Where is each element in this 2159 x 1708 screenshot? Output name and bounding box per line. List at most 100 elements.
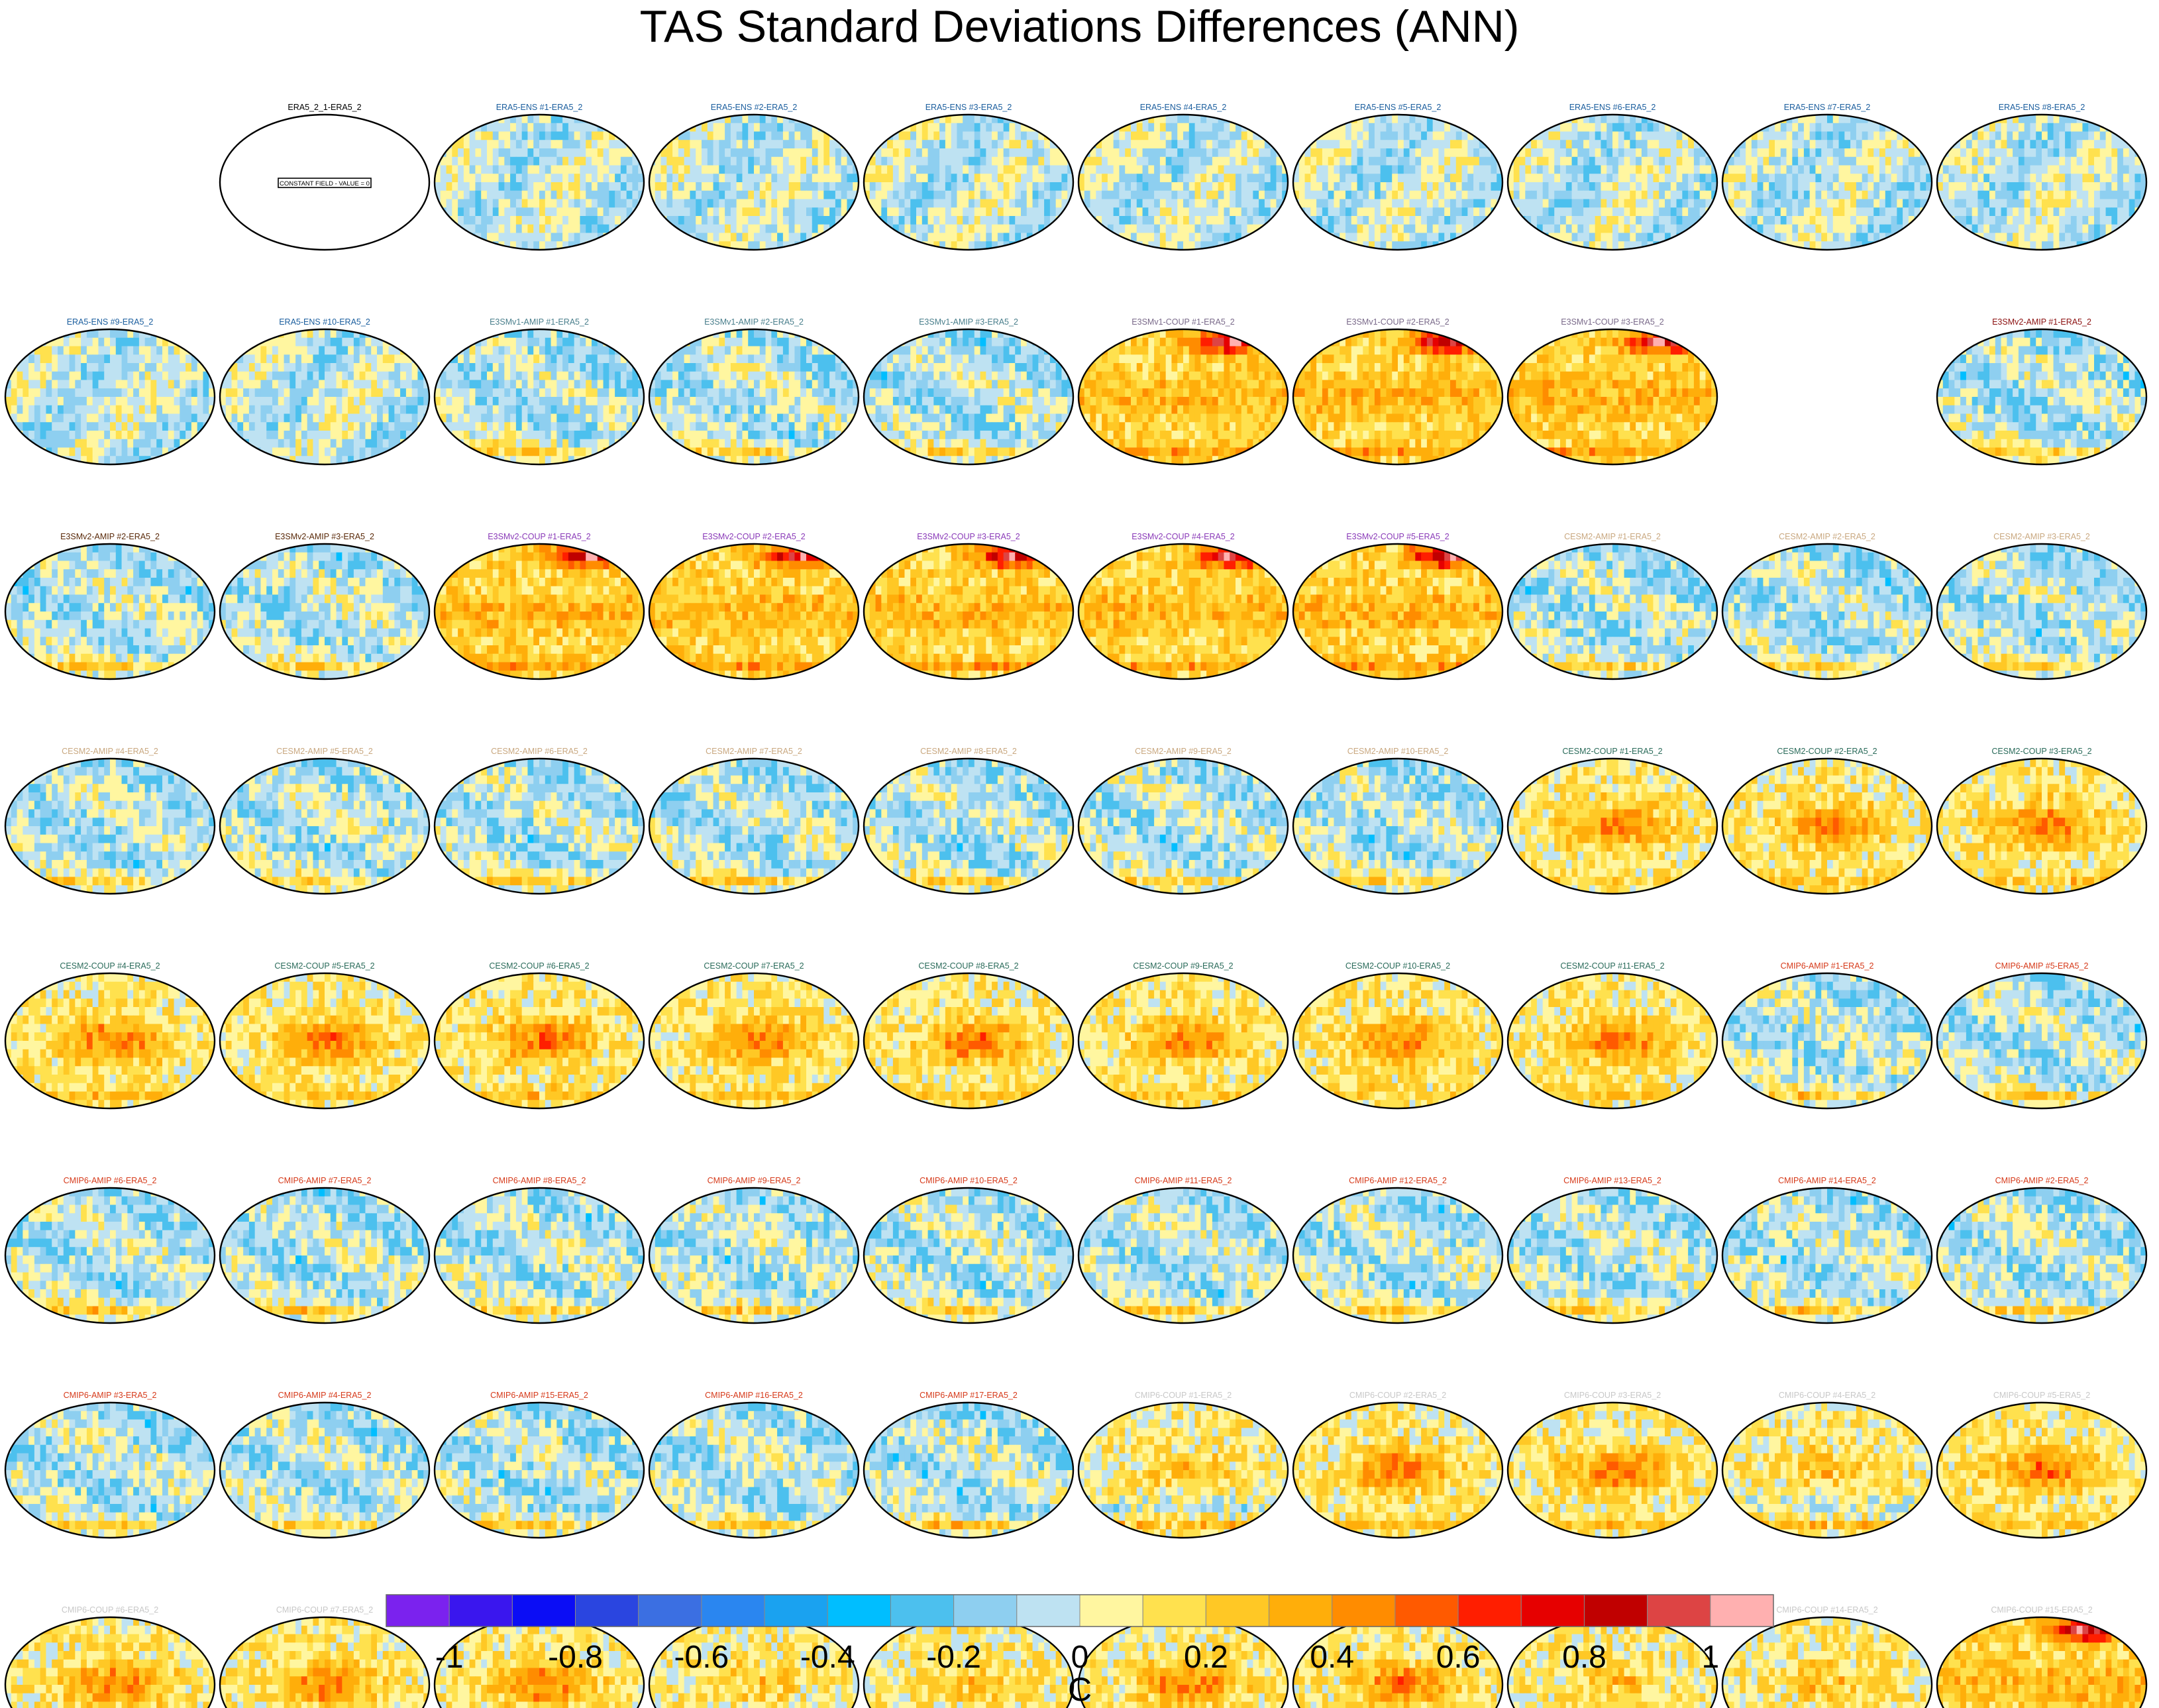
map-panel: E3SMv2-COUP #1-ERA5_2 (433, 532, 645, 680)
panel-title: CESM2-AMIP #9-ERA5_2 (1135, 747, 1232, 756)
panel-title: E3SMv1-AMIP #2-ERA5_2 (704, 317, 804, 327)
panel-title: ERA5-ENS #2-ERA5_2 (711, 103, 798, 112)
map-panel: E3SMv2-COUP #4-ERA5_2 (1077, 532, 1289, 680)
panel-title: CMIP6-AMIP #12-ERA5_2 (1349, 1176, 1447, 1185)
colorbar-bin (1647, 1594, 1711, 1627)
colorbar-bin (890, 1594, 955, 1627)
map-panel: CESM2-AMIP #4-ERA5_2 (4, 747, 216, 895)
map-outline (1936, 1401, 2148, 1539)
panel-title: CMIP6-COUP #4-ERA5_2 (1779, 1391, 1875, 1400)
panel-title: E3SMv2-COUP #3-ERA5_2 (917, 532, 1020, 541)
panel-title: CESM2-AMIP #2-ERA5_2 (1779, 532, 1875, 541)
map-panel: ERA5-ENS #4-ERA5_2 (1077, 103, 1289, 251)
panel-title: CMIP6-AMIP #15-ERA5_2 (490, 1391, 588, 1400)
map-panel: CESM2-AMIP #6-ERA5_2 (433, 747, 645, 895)
map-outline (1936, 1616, 2148, 1708)
panel-title: CMIP6-AMIP #8-ERA5_2 (493, 1176, 586, 1185)
map-panel: ERA5-ENS #1-ERA5_2 (433, 103, 645, 251)
field-cells (864, 1188, 1073, 1323)
map-outline (4, 1187, 216, 1324)
map-outline (1292, 113, 1504, 251)
map-outline (219, 543, 431, 680)
colorbar-tick-label: 0 (1071, 1640, 1089, 1675)
map-panel: CESM2-COUP #9-ERA5_2 (1077, 961, 1289, 1110)
colorbar-bin (1142, 1594, 1206, 1627)
panel-title: CMIP6-AMIP #7-ERA5_2 (278, 1176, 372, 1185)
map-outline (1506, 972, 1718, 1110)
panel-title: ERA5-ENS #10-ERA5_2 (279, 317, 370, 327)
map-panel: CMIP6-AMIP #12-ERA5_2 (1292, 1176, 1504, 1324)
panel-title: E3SMv1-AMIP #3-ERA5_2 (919, 317, 1018, 327)
colorbar-tick-label: 0.6 (1436, 1640, 1481, 1675)
panel-title: CMIP6-AMIP #17-ERA5_2 (920, 1391, 1018, 1400)
map-outline (1292, 1187, 1504, 1324)
colorbar-tick-label: 1 (1701, 1640, 1719, 1675)
map-panel: CESM2-AMIP #8-ERA5_2 (863, 747, 1075, 895)
colorbar-bin (1710, 1594, 1774, 1627)
map-outline (1506, 113, 1718, 251)
colorbar-bin (1457, 1594, 1522, 1627)
colorbar: -1 -0.8 -0.6 -0.4 -0.2 0 0.2 0.4 0.6 0.8 1 C (386, 1594, 1774, 1708)
constant-field-box (278, 178, 372, 188)
map-panel: ERA5-ENS #9-ERA5_2 (4, 317, 216, 466)
colorbar-tick-label: -1 (435, 1640, 464, 1675)
map-panel: CMIP6-COUP #15-ERA5_2 (1936, 1605, 2148, 1708)
map-outline (433, 757, 645, 895)
map-outline (219, 757, 431, 895)
panel-title: CMIP6-COUP #3-ERA5_2 (1564, 1391, 1661, 1400)
map-panel: CMIP6-AMIP #7-ERA5_2 (219, 1176, 431, 1324)
panel-title: E3SMv2-AMIP #1-ERA5_2 (1992, 317, 2091, 327)
map-outline (1936, 972, 2148, 1110)
panel-title: CESM2-COUP #7-ERA5_2 (704, 961, 804, 971)
map-panel: CESM2-COUP #1-ERA5_2 (1506, 747, 1718, 895)
panel-title: CMIP6-AMIP #5-ERA5_2 (1995, 961, 2089, 971)
map-outline (433, 328, 645, 466)
map-panel: E3SMv2-COUP #3-ERA5_2 (863, 532, 1075, 680)
colorbar-bin (1079, 1594, 1143, 1627)
map-outline (1077, 757, 1289, 895)
map-panel: CESM2-AMIP #5-ERA5_2 (219, 747, 431, 895)
panel-title: CESM2-AMIP #7-ERA5_2 (706, 747, 802, 756)
map-panel: CESM2-AMIP #9-ERA5_2 (1077, 747, 1289, 895)
map-panel: CMIP6-AMIP #5-ERA5_2 (1936, 961, 2148, 1110)
map-outline (863, 543, 1075, 680)
panel-title: ERA5_2_1-ERA5_2 (288, 103, 361, 112)
panel-title: CMIP6-COUP #2-ERA5_2 (1349, 1391, 1446, 1400)
colorbar-unit: C (1068, 1671, 1092, 1708)
map-panel: CMIP6-COUP #2-ERA5_2 (1292, 1391, 1504, 1539)
map-outline (219, 1616, 431, 1708)
colorbar-bin (575, 1594, 639, 1627)
map-outline (1292, 972, 1504, 1110)
panel-title: CMIP6-COUP #6-ERA5_2 (62, 1605, 158, 1615)
map-panel: CESM2-COUP #3-ERA5_2 (1936, 747, 2148, 895)
map-outline (433, 972, 645, 1110)
field-cells (1508, 1403, 1717, 1538)
map-outline (1721, 757, 1933, 895)
panel-title: CMIP6-AMIP #9-ERA5_2 (708, 1176, 801, 1185)
panel-title: ERA5-ENS #1-ERA5_2 (496, 103, 583, 112)
map-panel: E3SMv1-COUP #2-ERA5_2 (1292, 317, 1504, 466)
colorbar-bin (764, 1594, 828, 1627)
panel-title: CESM2-AMIP #6-ERA5_2 (491, 747, 588, 756)
map-panel: CESM2-COUP #5-ERA5_2 (219, 961, 431, 1110)
map-panel: CESM2-COUP #7-ERA5_2 (648, 961, 860, 1110)
panel-title: CESM2-AMIP #8-ERA5_2 (920, 747, 1017, 756)
field-cells (1722, 1617, 1932, 1708)
map-outline (1721, 1187, 1933, 1324)
map-panel: CESM2-COUP #8-ERA5_2 (863, 961, 1075, 1110)
colorbar-bin (1395, 1594, 1459, 1627)
panel-title: E3SMv2-AMIP #2-ERA5_2 (60, 532, 160, 541)
map-panel: CESM2-AMIP #1-ERA5_2 (1506, 532, 1718, 680)
panel-title: CMIP6-AMIP #13-ERA5_2 (1563, 1176, 1661, 1185)
map-outline (648, 1401, 860, 1539)
panel-title: ERA5-ENS #5-ERA5_2 (1355, 103, 1442, 112)
panel-title: ERA5-ENS #8-ERA5_2 (1999, 103, 2085, 112)
map-outline (4, 1401, 216, 1539)
map-panel: CMIP6-AMIP #3-ERA5_2 (4, 1391, 216, 1539)
map-panel: ERA5-ENS #6-ERA5_2 (1506, 103, 1718, 251)
map-outline (1292, 757, 1504, 895)
panel-title: CMIP6-AMIP #10-ERA5_2 (920, 1176, 1018, 1185)
map-panel: CMIP6-COUP #3-ERA5_2 (1506, 1391, 1718, 1539)
map-panel: E3SMv2-AMIP #2-ERA5_2 (4, 532, 216, 680)
map-outline (219, 113, 431, 251)
